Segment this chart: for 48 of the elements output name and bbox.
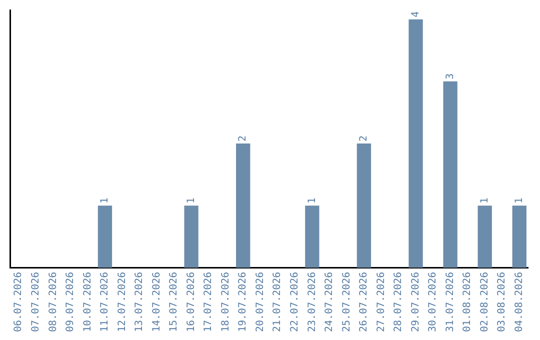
data-label: 1 xyxy=(186,198,197,204)
bar xyxy=(408,19,423,268)
x-tick-label: 14.07.2026 xyxy=(151,272,162,332)
x-tick-label: 24.07.2026 xyxy=(324,272,336,332)
x-tick-label: 16.07.2026 xyxy=(186,272,197,332)
x-tick-label: 12.07.2026 xyxy=(116,272,128,332)
x-tick-label: 11.07.2026 xyxy=(100,272,111,332)
bar xyxy=(478,206,492,268)
data-label: 2 xyxy=(238,136,249,142)
x-tick-label: 18.07.2026 xyxy=(220,272,232,332)
x-tick-label: 19.07.2026 xyxy=(238,272,249,332)
x-tick-label: 25.07.2026 xyxy=(341,272,352,332)
x-tick-label: 20.07.2026 xyxy=(254,272,266,332)
x-tick-label: 01.08.2026 xyxy=(462,272,474,332)
x-tick-label: 23.07.2026 xyxy=(306,272,318,332)
data-label: 1 xyxy=(514,198,525,204)
x-tick-label: 17.07.2026 xyxy=(203,272,214,332)
x-tick-label: 09.07.2026 xyxy=(65,272,76,332)
bar xyxy=(512,206,526,268)
x-tick-label: 07.07.2026 xyxy=(30,272,42,332)
x-tick-label: 28.07.2026 xyxy=(393,272,404,332)
x-tick-label: 29.07.2026 xyxy=(410,272,422,332)
x-tick-label: 27.07.2026 xyxy=(376,272,387,332)
x-tick-label: 31.07.2026 xyxy=(444,272,456,332)
data-label: 2 xyxy=(358,136,370,142)
x-tick-label: 03.08.2026 xyxy=(496,272,508,332)
data-label: 1 xyxy=(100,198,111,204)
x-tick-label: 10.07.2026 xyxy=(82,272,94,332)
data-label: 4 xyxy=(410,11,422,18)
x-tick-label: 15.07.2026 xyxy=(168,272,180,332)
bar xyxy=(356,144,372,268)
x-tick-label: 08.07.2026 xyxy=(48,272,59,332)
x-tick-label: 30.07.2026 xyxy=(428,272,439,332)
bar xyxy=(443,81,458,268)
data-label: 1 xyxy=(306,198,318,204)
bar xyxy=(184,206,198,268)
x-tick-label: 21.07.2026 xyxy=(272,272,284,332)
data-label: 1 xyxy=(479,198,490,204)
bar xyxy=(98,206,112,268)
data-label: 3 xyxy=(444,73,456,80)
x-tick-label: 22.07.2026 xyxy=(289,272,300,332)
x-tick-label: 02.08.2026 xyxy=(479,272,490,332)
x-tick-label: 13.07.2026 xyxy=(134,272,146,332)
bar xyxy=(236,144,250,268)
x-tick-label: 26.07.2026 xyxy=(358,272,370,332)
x-tick-label: 06.07.2026 xyxy=(13,272,24,332)
bar xyxy=(305,206,320,268)
x-tick-label: 04.08.2026 xyxy=(514,272,525,332)
